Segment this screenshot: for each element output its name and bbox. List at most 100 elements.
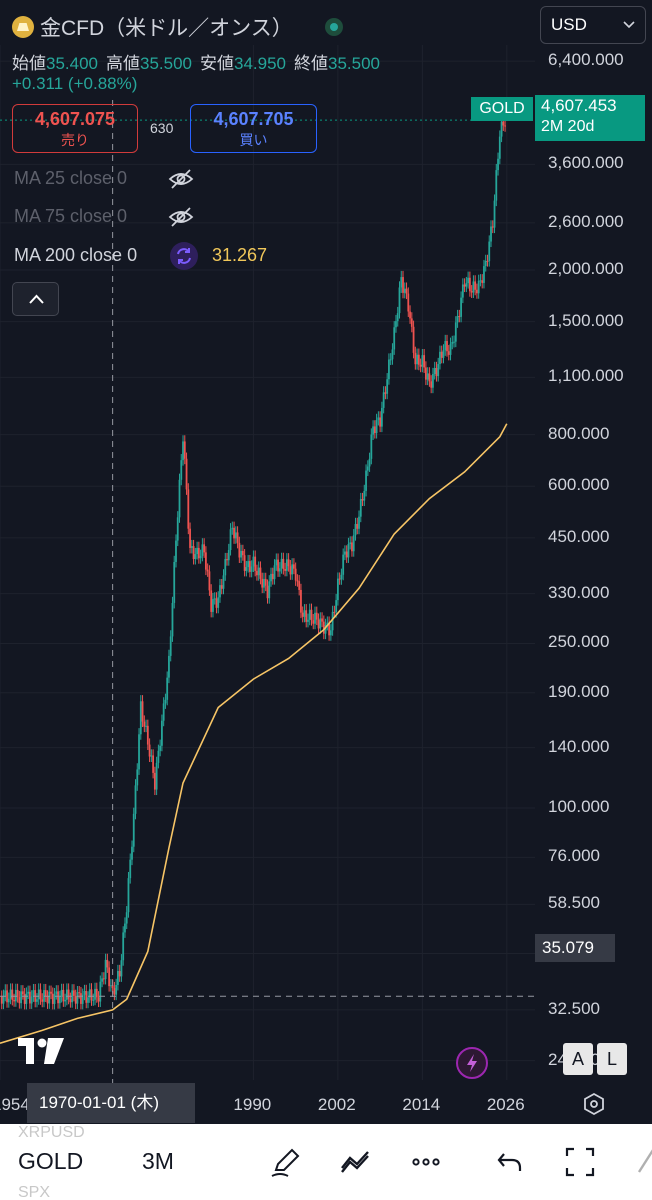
candle-body <box>358 516 360 529</box>
candle-body <box>16 989 19 998</box>
open-label: 始値 <box>12 54 46 73</box>
candle-body <box>338 578 341 580</box>
buy-button[interactable]: 4,607.705 買い <box>190 104 317 153</box>
candle-body <box>183 441 186 459</box>
eye-off-icon[interactable] <box>168 168 194 190</box>
indicator-ma200-label: MA 200 close 0 <box>14 245 138 265</box>
candle-body <box>238 542 241 558</box>
candle-body <box>60 989 63 998</box>
settings-hex-icon[interactable] <box>582 1092 606 1116</box>
bolt-icon[interactable] <box>456 1047 488 1079</box>
candle-body <box>340 574 343 580</box>
candle-body <box>380 407 383 427</box>
candle-body <box>417 354 420 365</box>
candle-body <box>282 558 285 570</box>
candle-body <box>106 959 109 968</box>
candle-body <box>14 989 17 1002</box>
candle-body <box>363 490 366 501</box>
chevron-up-icon <box>29 294 44 304</box>
indicators-icon[interactable] <box>338 1144 374 1180</box>
sell-button[interactable]: 4,607.075 売り <box>12 104 138 153</box>
candle-body <box>134 785 137 814</box>
candle-body <box>326 622 329 625</box>
candle-body <box>187 489 190 529</box>
candle-body <box>261 578 264 588</box>
interval-switcher[interactable]: 3M <box>142 1148 174 1174</box>
candle-body <box>398 287 401 314</box>
candle-body <box>43 990 45 1002</box>
candle-body <box>32 990 35 997</box>
candle-body <box>335 600 338 613</box>
candle-body <box>247 561 250 568</box>
candle-body <box>129 859 132 879</box>
more-icon[interactable] <box>408 1144 444 1180</box>
eye-off-icon[interactable] <box>168 206 194 228</box>
candle-body <box>146 725 149 745</box>
pen-icon[interactable] <box>268 1144 304 1180</box>
candle-body <box>416 354 418 365</box>
indicator-ma75[interactable]: MA 75 close 0 <box>14 206 127 227</box>
candle-body <box>410 318 413 327</box>
candle-body <box>287 559 290 567</box>
log-scale-button[interactable]: L <box>597 1043 627 1075</box>
x-tick-label: 2014 <box>402 1095 441 1114</box>
spread-value: 630 <box>150 120 174 136</box>
bottom-toolbar <box>0 1124 652 1200</box>
auto-scale-button[interactable]: A <box>563 1043 593 1075</box>
y-tick-label: 32.500 <box>548 998 600 1018</box>
symbol-scroll-prev[interactable]: XRPUSD <box>18 1124 85 1141</box>
candle-body <box>240 550 243 558</box>
indicator-ma200[interactable]: MA 200 close 0 <box>14 245 137 266</box>
candle-body <box>83 990 86 995</box>
candle-body <box>220 585 223 589</box>
brush-icon[interactable] <box>625 1144 652 1180</box>
candle-body <box>102 978 105 980</box>
candle-body <box>393 327 396 350</box>
reload-icon[interactable] <box>170 242 198 270</box>
candle-body <box>199 555 202 559</box>
candle-body <box>196 547 199 555</box>
candle-body <box>440 351 443 358</box>
collapse-legend-button[interactable] <box>12 282 59 316</box>
candle-body <box>402 277 404 293</box>
candle-body <box>27 991 30 994</box>
candle-body <box>20 991 23 1004</box>
undo-icon[interactable] <box>492 1144 528 1180</box>
candle-body <box>470 291 473 293</box>
symbol-switcher[interactable]: GOLD <box>18 1148 84 1174</box>
candle-body <box>180 460 183 480</box>
candle-body <box>161 720 163 746</box>
candle-body <box>65 989 68 1000</box>
candle-body <box>481 280 484 283</box>
candle-body <box>74 995 77 1004</box>
fullscreen-icon[interactable] <box>562 1144 598 1180</box>
candle-body <box>301 612 304 617</box>
candle-body <box>502 121 505 126</box>
candle-body <box>424 367 427 380</box>
candle-body <box>372 426 374 435</box>
currency-select[interactable]: USD <box>540 6 646 44</box>
candle-body <box>395 321 397 328</box>
indicator-ma25[interactable]: MA 25 close 0 <box>14 168 127 189</box>
symbol-scroll-next[interactable]: SPX <box>18 1184 51 1200</box>
candle-body <box>64 999 67 1002</box>
tradingview-logo <box>18 1038 64 1064</box>
candle-body <box>319 618 322 629</box>
symbol-title[interactable]: 金CFD（米ドル／オンス） <box>12 12 343 42</box>
candle-body <box>277 559 279 572</box>
y-tick-label: 800.000 <box>548 423 610 443</box>
buy-label: 買い <box>239 132 268 148</box>
candle-body <box>249 561 251 572</box>
candle-body <box>4 990 7 996</box>
candle-body <box>421 355 424 367</box>
candle-body <box>213 598 216 600</box>
market-open-icon[interactable] <box>324 18 343 36</box>
candle-body <box>307 619 309 622</box>
candle-body <box>483 266 485 283</box>
candle-body <box>39 989 42 1000</box>
chart-grid <box>0 45 535 1080</box>
candle-body <box>259 567 262 579</box>
x-tick-label: 2026 <box>486 1095 525 1114</box>
